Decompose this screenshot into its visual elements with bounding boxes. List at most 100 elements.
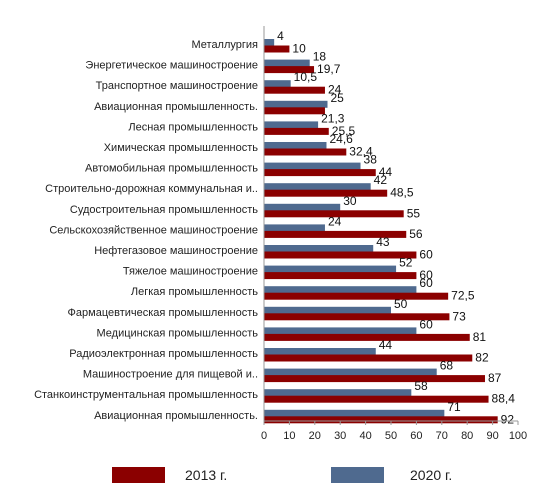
- category-label: Строительно-дорожная коммунальная и..: [45, 183, 258, 195]
- axis-layer: 0 10 20 30 40 50 60 70 80 90 100: [261, 26, 527, 442]
- category-label: Судостроительная промышленность: [70, 204, 258, 216]
- category-label: Сельскохозяйственное машиностроение: [49, 224, 258, 236]
- bar-2020: [264, 203, 341, 211]
- value-label-2013: 92: [501, 412, 515, 426]
- x-tick-label: 90: [486, 430, 498, 442]
- value-label-2020: 60: [419, 317, 433, 331]
- category-label: Машиностроение для пищевой и..: [83, 369, 258, 381]
- bar-2020: [264, 224, 325, 232]
- value-label-2020: 25: [331, 91, 345, 105]
- bar-2020: [264, 80, 291, 88]
- value-label-2020: 24: [328, 214, 342, 228]
- bar-2013: [264, 45, 290, 53]
- value-label-2013: 10: [292, 42, 306, 56]
- category-label: Энергетическое машиностроение: [85, 60, 258, 72]
- bar-2020: [264, 327, 417, 335]
- category-label: Легкая промышленность: [131, 286, 258, 298]
- value-label-2020: 58: [414, 379, 428, 393]
- bar-2013: [264, 210, 404, 218]
- bar-2020: [264, 59, 310, 67]
- value-label-2020: 18: [313, 50, 327, 64]
- category-label: Медицинская промышленность: [97, 327, 259, 339]
- bar-2013: [264, 148, 347, 156]
- value-label-2020: 21,3: [321, 111, 345, 125]
- bar-2013: [264, 292, 449, 300]
- bar-2020: [264, 306, 391, 314]
- value-label-2020: 4: [277, 29, 284, 43]
- bar-2013: [264, 251, 417, 259]
- value-label-2013: 88,4: [492, 392, 516, 406]
- x-tick-label: 0: [261, 430, 267, 442]
- x-tick-label: 40: [359, 430, 371, 442]
- category-label: Металлургия: [191, 39, 258, 51]
- value-label-2013: 60: [419, 268, 433, 282]
- bar-2020: [264, 100, 328, 108]
- bar-2013: [264, 189, 388, 197]
- value-label-2020: 30: [343, 194, 357, 208]
- bar-2020: [264, 142, 327, 149]
- value-label-2013: 24: [328, 83, 342, 97]
- x-tick-label: 10: [283, 430, 295, 442]
- category-label: Автомобильная промышленность: [85, 163, 258, 175]
- value-label-2020: 24,6: [329, 132, 353, 146]
- value-label-2013: 81: [473, 330, 487, 344]
- value-label-2020: 68: [440, 359, 454, 373]
- x-tick-label: 30: [334, 430, 346, 442]
- bar-2020: [264, 39, 275, 46]
- value-label-2013: 32,4: [349, 145, 373, 159]
- x-tick-label: 50: [385, 430, 397, 442]
- value-label-2013: 60: [419, 248, 433, 262]
- value-label-2020: 43: [376, 235, 390, 249]
- bar-2013: [264, 272, 417, 280]
- labels-layer: Металлургия 4 10 Энергетическое машинострое…: [34, 29, 515, 426]
- legend-swatch: [331, 467, 384, 483]
- bar-2013: [264, 354, 473, 362]
- legend-swatch: [112, 467, 165, 483]
- bar-2020: [264, 183, 371, 191]
- bar-2013: [264, 107, 325, 115]
- category-label: Транспортное машиностроение: [96, 80, 258, 92]
- value-label-2020: 10,5: [294, 70, 318, 84]
- value-label-2020: 71: [447, 400, 461, 414]
- bar-2020: [264, 121, 319, 129]
- category-label: Тяжелое машиностроение: [123, 266, 258, 278]
- bar-2013: [264, 313, 450, 321]
- category-label: Лесная промышленность: [128, 121, 258, 133]
- bar-2013: [264, 127, 329, 135]
- bar-2013: [264, 230, 407, 238]
- x-tick-label: 60: [410, 430, 422, 442]
- value-label-2020: 50: [394, 297, 408, 311]
- bar-2013: [264, 395, 489, 403]
- value-label-2020: 44: [379, 338, 393, 352]
- value-label-2020: 52: [399, 256, 413, 270]
- legend: 2013 г. 2020 г.: [112, 467, 452, 483]
- bar-2013: [264, 86, 325, 94]
- bar-2020: [264, 348, 376, 355]
- value-label-2013: 19,7: [317, 62, 341, 76]
- category-label: Авиационная промышленность.: [94, 410, 258, 422]
- category-label: Химическая промышленность: [104, 142, 259, 154]
- x-tick-label: 20: [309, 430, 321, 442]
- bar-2020: [264, 265, 397, 273]
- value-label-2013: 56: [409, 227, 423, 241]
- bar-2013: [264, 416, 498, 424]
- value-label-2013: 48,5: [390, 186, 414, 200]
- bar-2020: [264, 409, 445, 417]
- value-label-2013: 72,5: [451, 289, 475, 303]
- bar-2013: [264, 333, 470, 341]
- value-label-2013: 55: [407, 206, 421, 220]
- value-label-2020: 60: [419, 276, 433, 290]
- bar-2020: [264, 245, 374, 252]
- category-label: Авиационная промышленность.: [94, 101, 258, 113]
- bar-2020: [264, 162, 361, 170]
- category-label: Радиоэлектронная промышленность: [69, 348, 258, 360]
- bars-layer: [264, 39, 498, 424]
- x-tick-label: 100: [509, 430, 527, 442]
- bar-2013: [264, 375, 485, 383]
- bar-2020: [264, 368, 437, 376]
- legend-label: 2020 г.: [410, 467, 452, 483]
- bar-2013: [264, 66, 315, 74]
- x-tick-label: 80: [461, 430, 473, 442]
